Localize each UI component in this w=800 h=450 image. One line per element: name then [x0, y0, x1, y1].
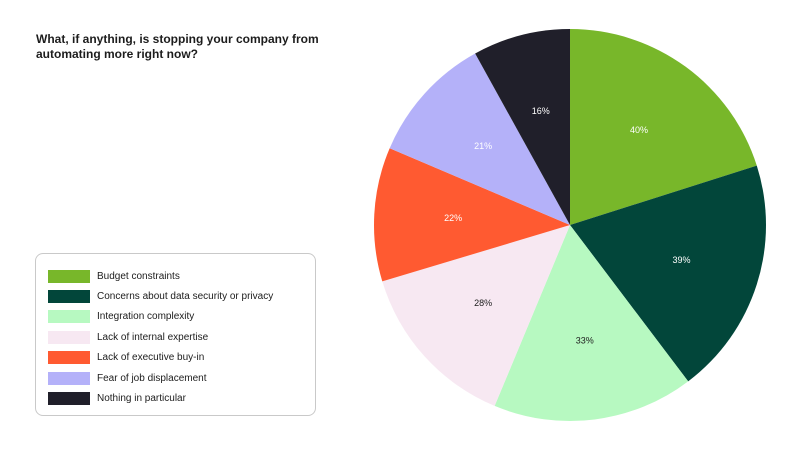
pie-slice-lack-of-internal-expertise	[382, 225, 570, 406]
legend-list: Budget constraints Concerns about data se…	[36, 254, 315, 409]
legend-swatch	[48, 310, 90, 324]
legend-item-nothing-in-particular: Nothing in particular	[48, 388, 315, 408]
legend-swatch	[48, 290, 90, 304]
pie-slice-lack-of-executive-buy-in	[374, 148, 570, 282]
pie-slice-fear-of-job-displacement	[389, 53, 570, 226]
legend-swatch	[48, 371, 90, 385]
data-label-fear-of-job-displacement: 21%	[474, 141, 492, 151]
legend-label: Budget constraints	[97, 270, 180, 282]
pie-slice-nothing-in-particular	[475, 29, 570, 225]
pie-slice-budget-constraints	[570, 29, 757, 225]
data-label-budget-constraints: 40%	[630, 125, 648, 135]
legend-label: Nothing in particular	[97, 393, 186, 405]
legend-label: Integration complexity	[97, 311, 195, 323]
legend-item-concerns-about-data-security-or-privacy: Concerns about data security or privacy	[48, 286, 315, 306]
legend-label: Lack of executive buy-in	[97, 352, 205, 364]
legend-label: Lack of internal expertise	[97, 331, 209, 343]
chart-title: What, if anything, is stopping your comp…	[36, 32, 319, 61]
legend-item-fear-of-job-displacement: Fear of job displacement	[48, 368, 315, 388]
pie-slice-concerns-about-data-security-or-privacy	[570, 165, 767, 382]
legend-swatch	[48, 330, 90, 344]
legend-swatch	[48, 351, 90, 365]
legend-swatch	[48, 392, 90, 406]
data-label-nothing-in-particular: 16%	[532, 106, 550, 116]
legend-label: Fear of job displacement	[97, 372, 207, 384]
data-label-lack-of-executive-buy-in: 22%	[444, 213, 462, 223]
data-label-concerns-about-data-security-or-privacy: 39%	[672, 255, 690, 265]
legend-swatch	[48, 269, 90, 283]
data-label-integration-complexity: 33%	[576, 335, 594, 345]
legend: Budget constraints Concerns about data se…	[35, 253, 316, 416]
data-label-lack-of-internal-expertise: 28%	[474, 298, 492, 308]
legend-item-budget-constraints: Budget constraints	[48, 266, 315, 286]
legend-item-integration-complexity: Integration complexity	[48, 307, 315, 327]
legend-label: Concerns about data security or privacy	[97, 291, 274, 303]
legend-item-lack-of-internal-expertise: Lack of internal expertise	[48, 327, 315, 347]
legend-item-lack-of-executive-buy-in: Lack of executive buy-in	[48, 348, 315, 368]
pie-slice-integration-complexity	[494, 225, 689, 421]
